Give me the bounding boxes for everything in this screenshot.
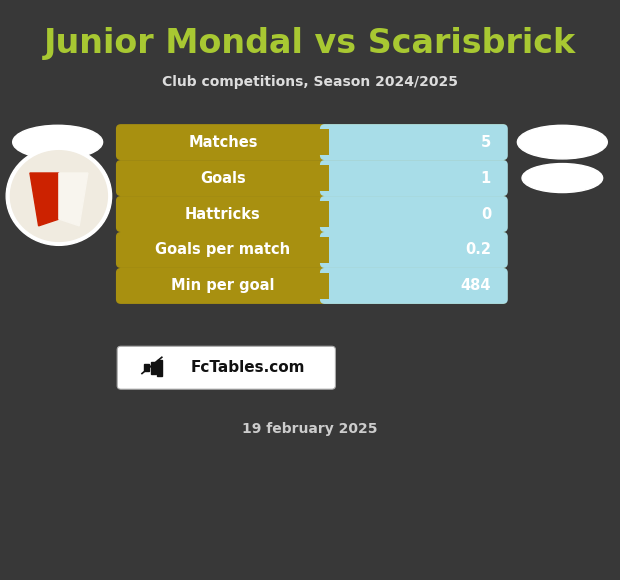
Text: 0: 0 bbox=[480, 206, 491, 222]
FancyBboxPatch shape bbox=[317, 129, 329, 155]
Bar bbox=[157, 360, 162, 376]
FancyBboxPatch shape bbox=[320, 160, 508, 196]
FancyBboxPatch shape bbox=[317, 201, 329, 227]
Text: Junior Mondal vs Scarisbrick: Junior Mondal vs Scarisbrick bbox=[44, 27, 576, 60]
FancyBboxPatch shape bbox=[116, 124, 507, 160]
FancyBboxPatch shape bbox=[317, 165, 329, 191]
FancyBboxPatch shape bbox=[116, 232, 507, 268]
Polygon shape bbox=[59, 173, 88, 226]
Text: Min per goal: Min per goal bbox=[171, 278, 275, 293]
FancyBboxPatch shape bbox=[117, 346, 335, 389]
FancyBboxPatch shape bbox=[320, 232, 508, 268]
Text: FcTables.com: FcTables.com bbox=[190, 360, 304, 375]
FancyBboxPatch shape bbox=[116, 196, 507, 232]
Bar bbox=[144, 364, 149, 372]
FancyBboxPatch shape bbox=[320, 196, 508, 232]
Ellipse shape bbox=[522, 164, 603, 193]
Text: Goals: Goals bbox=[200, 171, 246, 186]
Text: 5: 5 bbox=[480, 135, 491, 150]
FancyBboxPatch shape bbox=[116, 160, 507, 196]
FancyBboxPatch shape bbox=[116, 268, 507, 304]
Polygon shape bbox=[30, 173, 59, 226]
Text: Goals per match: Goals per match bbox=[156, 242, 290, 258]
Text: Club competitions, Season 2024/2025: Club competitions, Season 2024/2025 bbox=[162, 75, 458, 89]
Text: 19 february 2025: 19 february 2025 bbox=[242, 422, 378, 436]
Text: Matches: Matches bbox=[188, 135, 258, 150]
Bar bbox=[151, 362, 156, 374]
FancyBboxPatch shape bbox=[320, 124, 508, 160]
Circle shape bbox=[11, 151, 107, 241]
FancyBboxPatch shape bbox=[317, 237, 329, 263]
Text: 484: 484 bbox=[461, 278, 491, 293]
FancyBboxPatch shape bbox=[320, 268, 508, 304]
Text: 0.2: 0.2 bbox=[465, 242, 491, 258]
Ellipse shape bbox=[12, 125, 102, 159]
Ellipse shape bbox=[517, 125, 608, 159]
Circle shape bbox=[6, 147, 112, 245]
Text: Hattricks: Hattricks bbox=[185, 206, 261, 222]
FancyBboxPatch shape bbox=[317, 273, 329, 299]
Text: 1: 1 bbox=[480, 171, 491, 186]
